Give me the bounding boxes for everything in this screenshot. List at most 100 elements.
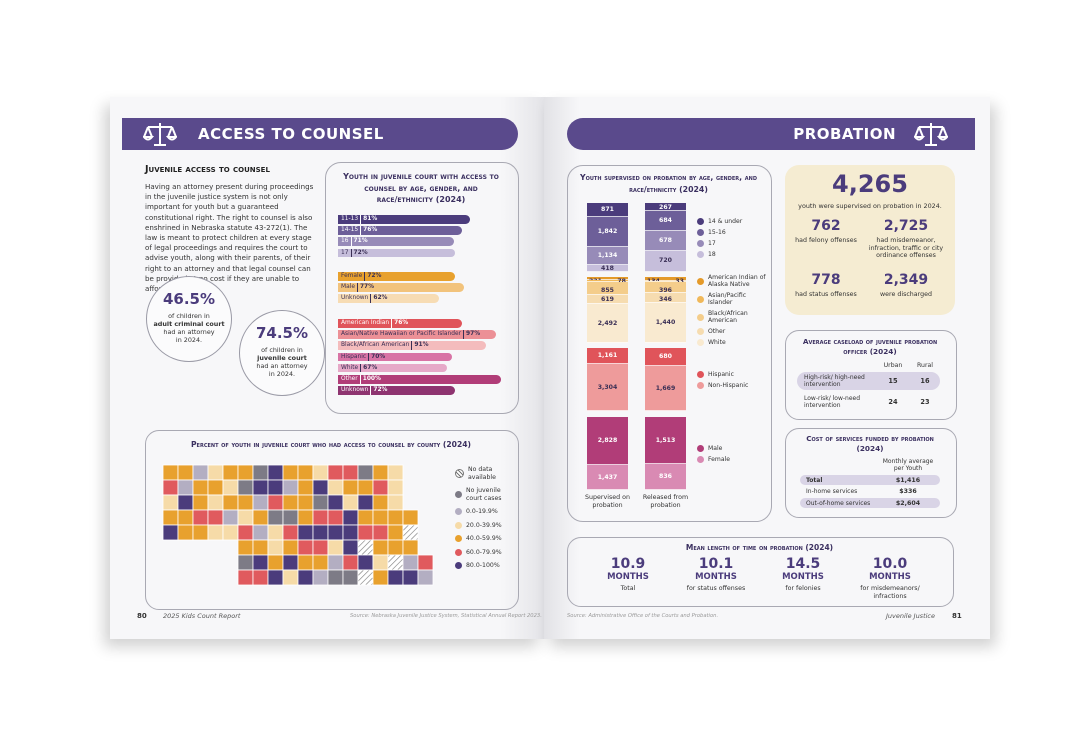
summary-value: 778 — [811, 272, 841, 288]
legend-swatch — [697, 239, 704, 247]
column-label: Released from probation — [642, 494, 689, 509]
bar — [338, 352, 453, 362]
summary-value: 2,725 — [883, 218, 929, 234]
bar — [338, 272, 456, 281]
column-header: Monthly average per Youth — [882, 458, 934, 472]
stat-value: 46.5% — [162, 290, 216, 308]
segment-label: 678 — [659, 236, 672, 244]
row-label: Total — [806, 476, 823, 484]
bar-label-row: White 67% — [341, 363, 377, 373]
segment-label: 267 — [659, 204, 672, 211]
legend-item: Other — [697, 328, 769, 335]
row-highlight — [797, 372, 940, 390]
chart-legend: Male Female — [697, 417, 769, 490]
legend-item: 80.0-100% — [455, 562, 520, 570]
bar-label: Male — [341, 284, 355, 291]
legend-swatch — [455, 521, 462, 529]
legend-label: 20.0-39.9% — [466, 521, 502, 529]
segment-label: 1,513 — [655, 436, 676, 444]
bar — [338, 375, 501, 384]
row-label: In-home services — [806, 488, 858, 495]
bar-label: 14-15 — [341, 227, 359, 234]
mean-label: for misdemeanors/ infractions — [860, 585, 920, 600]
bar — [338, 294, 440, 303]
mean-value: 14.5 — [785, 556, 821, 572]
segment-label: 396 — [659, 287, 672, 294]
legend-label: 14 & under — [708, 217, 743, 225]
chart-box — [325, 162, 519, 414]
bar-segment — [587, 277, 628, 281]
bar-value: 91% — [411, 341, 428, 350]
bar-label-row: Male 77% — [341, 283, 374, 292]
bar-value: 100% — [359, 375, 381, 384]
bar-segment — [587, 304, 628, 343]
mean-unit: MONTHS — [869, 572, 911, 582]
legend-swatch — [455, 469, 464, 478]
bar-segment — [645, 280, 686, 282]
legend-swatch — [697, 313, 704, 321]
segment-label: 871 — [601, 206, 614, 214]
cell-value: $1,416 — [895, 476, 921, 484]
county — [417, 569, 434, 586]
legend-label: Non-Hispanic — [708, 381, 749, 389]
legend-item: Male — [697, 444, 769, 452]
bar-label: Hispanic — [341, 353, 367, 360]
stat-text: of children in — [261, 346, 303, 354]
bar-value: 72% — [350, 248, 368, 258]
bar-label: American Indian — [341, 320, 390, 326]
map-title: Percent of youth in juvenile court who h… — [190, 440, 472, 449]
segment-label: 1,437 — [597, 473, 618, 481]
segment-label: 33 — [647, 278, 684, 286]
bar-label-row: 16 71% — [341, 237, 368, 246]
legend-swatch — [697, 455, 704, 463]
bar — [338, 319, 462, 328]
segment-label: 2,828 — [597, 437, 618, 445]
stat-text: in 2024. — [175, 336, 203, 344]
summary-total: 4,265 — [832, 170, 908, 198]
chart-legend: Hispanic Non-Hispanic — [697, 348, 769, 411]
bar — [338, 283, 464, 292]
legend-swatch — [697, 339, 704, 346]
legend-swatch — [455, 491, 462, 498]
bar-value: 81% — [360, 215, 377, 224]
footer-source: Source: Administrative Office of the Cou… — [567, 613, 719, 619]
body-text: Having an attorney present during procee… — [145, 182, 314, 294]
bar-label-row: Unknown 72% — [341, 386, 387, 395]
bar-label-row: Unknown 62% — [341, 294, 387, 303]
legend-swatch — [455, 562, 462, 570]
legend-swatch — [697, 295, 704, 303]
cost-box — [785, 428, 957, 518]
mean-title: Mean length of time on probation (2024) — [685, 543, 834, 552]
segment-label: 1,669 — [655, 384, 676, 392]
legend-label: Other — [708, 328, 726, 335]
legend-label: Male — [708, 444, 723, 452]
legend-label: Asian/Pacific Islander — [708, 292, 747, 306]
segment-label: 684 — [659, 216, 672, 224]
legend-item: 18 — [697, 250, 769, 258]
bar — [338, 248, 456, 258]
bar-value: 67% — [360, 363, 377, 373]
segment-label: 1,134 — [597, 252, 618, 260]
bar — [338, 386, 456, 395]
column-header: Rural — [917, 362, 933, 369]
chart-box — [567, 165, 772, 522]
bar — [338, 226, 462, 235]
mean-value: 10.1 — [698, 556, 734, 572]
segment-label: 2,492 — [597, 319, 618, 327]
bar-segment — [587, 217, 628, 247]
row-label: Low-risk/ low-need intervention — [804, 395, 861, 409]
cost-title: Cost of services funded by probation (20… — [806, 434, 934, 453]
mean-value: 10.0 — [872, 556, 908, 572]
stat-text: juvenile court — [257, 354, 307, 362]
legend-label: White — [708, 339, 726, 346]
segment-label: 346 — [659, 296, 672, 303]
stat-text: of children in — [168, 312, 210, 320]
legend-item: Asian/Pacific Islander — [697, 292, 769, 306]
mean-unit: MONTHS — [607, 572, 649, 582]
segment-label: 1,161 — [597, 352, 618, 360]
bar-label-row: Black/African American 91% — [341, 341, 428, 350]
footer-section: Juvenile Justice — [885, 612, 935, 620]
bar-label-row: Other 100% — [341, 375, 381, 384]
header-bar — [122, 118, 518, 150]
legend-swatch — [697, 250, 704, 258]
